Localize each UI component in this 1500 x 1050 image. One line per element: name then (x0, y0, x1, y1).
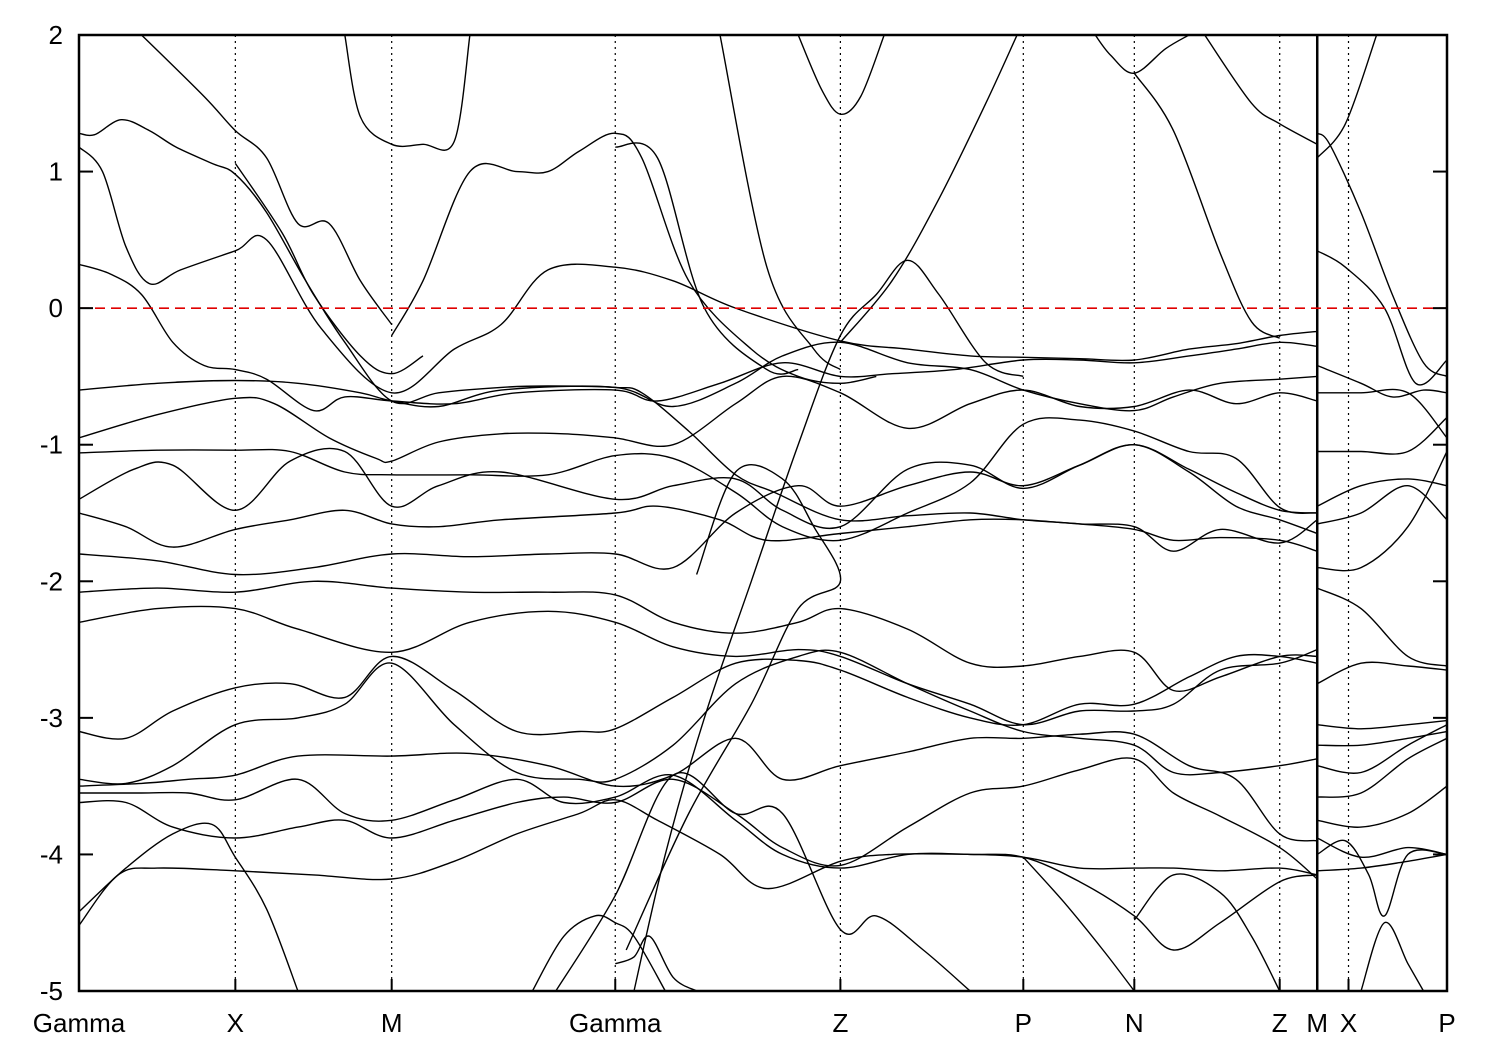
x-tick-label: P (1015, 1008, 1032, 1038)
band-line-22 (1022, 856, 1135, 991)
band-line-27 (615, 142, 799, 375)
band-line-49 (1317, 730, 1447, 747)
band-line-12 (79, 653, 1318, 740)
band-line-46 (1316, 587, 1447, 667)
band-line-13 (79, 649, 1318, 785)
band-line-31 (839, 35, 1018, 343)
band-line-9 (79, 443, 1318, 576)
band-line-53 (1316, 837, 1447, 858)
band-line-37 (1316, 132, 1447, 378)
y-tick-label: -5 (40, 976, 63, 1006)
band-line-28 (633, 259, 1024, 991)
band-line-21 (555, 772, 971, 991)
band-line-8 (79, 505, 1318, 552)
band-line-3 (79, 263, 1318, 412)
y-tick-label: 1 (49, 157, 63, 187)
band-line-19 (531, 914, 666, 991)
band-line-25 (344, 35, 471, 151)
x-axis: Gamma X M Gamma Z P N Z M X P (33, 979, 1456, 1038)
band-line-40 (1316, 364, 1447, 398)
band-line-43 (1316, 478, 1447, 507)
band-line-38 (1316, 35, 1378, 159)
band-line-45 (1317, 451, 1447, 572)
x-tick-label: M (381, 1008, 403, 1038)
band-line-35 (141, 35, 393, 325)
kpoint-gridlines (234, 35, 1350, 991)
band-line-5 (79, 375, 1318, 464)
band-line-30 (719, 35, 841, 371)
x-tick-label: Gamma (569, 1008, 662, 1038)
y-axis: 2 1 0 -1 -2 -3 -4 -5 (40, 20, 1447, 1006)
x-tick-label: P (1438, 1008, 1455, 1038)
band-line-55 (1317, 853, 1447, 872)
band-line-32 (1094, 35, 1190, 74)
band-line-18 (79, 822, 299, 991)
x-tick-label: Z (832, 1008, 848, 1038)
band-line-48 (1317, 719, 1447, 730)
band-line-15 (79, 774, 1318, 876)
band-line-41 (1317, 388, 1447, 439)
band-line-47 (1316, 661, 1447, 685)
band-line-7 (79, 443, 1318, 535)
band-line-11 (79, 605, 1318, 726)
x-tick-label: N (1125, 1008, 1144, 1038)
band-line-42 (1317, 416, 1447, 455)
band-series-group (79, 35, 1447, 991)
band-line-4 (79, 341, 1318, 412)
band-line-51 (1317, 737, 1447, 798)
band-line-17 (79, 799, 1318, 951)
band-line-10 (79, 580, 1318, 693)
band-line-50 (1317, 724, 1447, 774)
band-line-33 (1133, 72, 1281, 339)
band-line-24 (625, 464, 842, 951)
band-line-34 (1204, 35, 1318, 145)
band-line-39 (1316, 250, 1447, 386)
band-line-26 (391, 132, 877, 384)
band-line-16 (79, 757, 1318, 880)
band-line-56 (1360, 921, 1425, 991)
y-tick-label: -2 (40, 566, 63, 596)
band-line-6 (79, 417, 1318, 542)
band-line-14 (79, 731, 1318, 842)
y-tick-label: -3 (40, 703, 63, 733)
x-tick-label: Z (1272, 1008, 1288, 1038)
x-tick-label: M (1306, 1008, 1328, 1038)
x-tick-label: X (227, 1008, 244, 1038)
band-line-29 (797, 35, 885, 115)
y-tick-label: -1 (40, 430, 63, 460)
band-line-36 (234, 163, 424, 375)
band-line-52 (1317, 785, 1447, 828)
plot-frame (77, 33, 1449, 993)
band-line-54 (1316, 839, 1447, 917)
band-line-44 (1317, 484, 1447, 525)
band-line-20 (615, 935, 697, 991)
x-tick-label: X (1340, 1008, 1357, 1038)
y-tick-label: -4 (40, 839, 63, 869)
y-tick-label: 0 (49, 293, 63, 323)
x-tick-label: Gamma (33, 1008, 126, 1038)
y-tick-label: 2 (49, 20, 63, 50)
band-line-23 (1133, 873, 1281, 991)
band-line-2 (79, 146, 1318, 394)
